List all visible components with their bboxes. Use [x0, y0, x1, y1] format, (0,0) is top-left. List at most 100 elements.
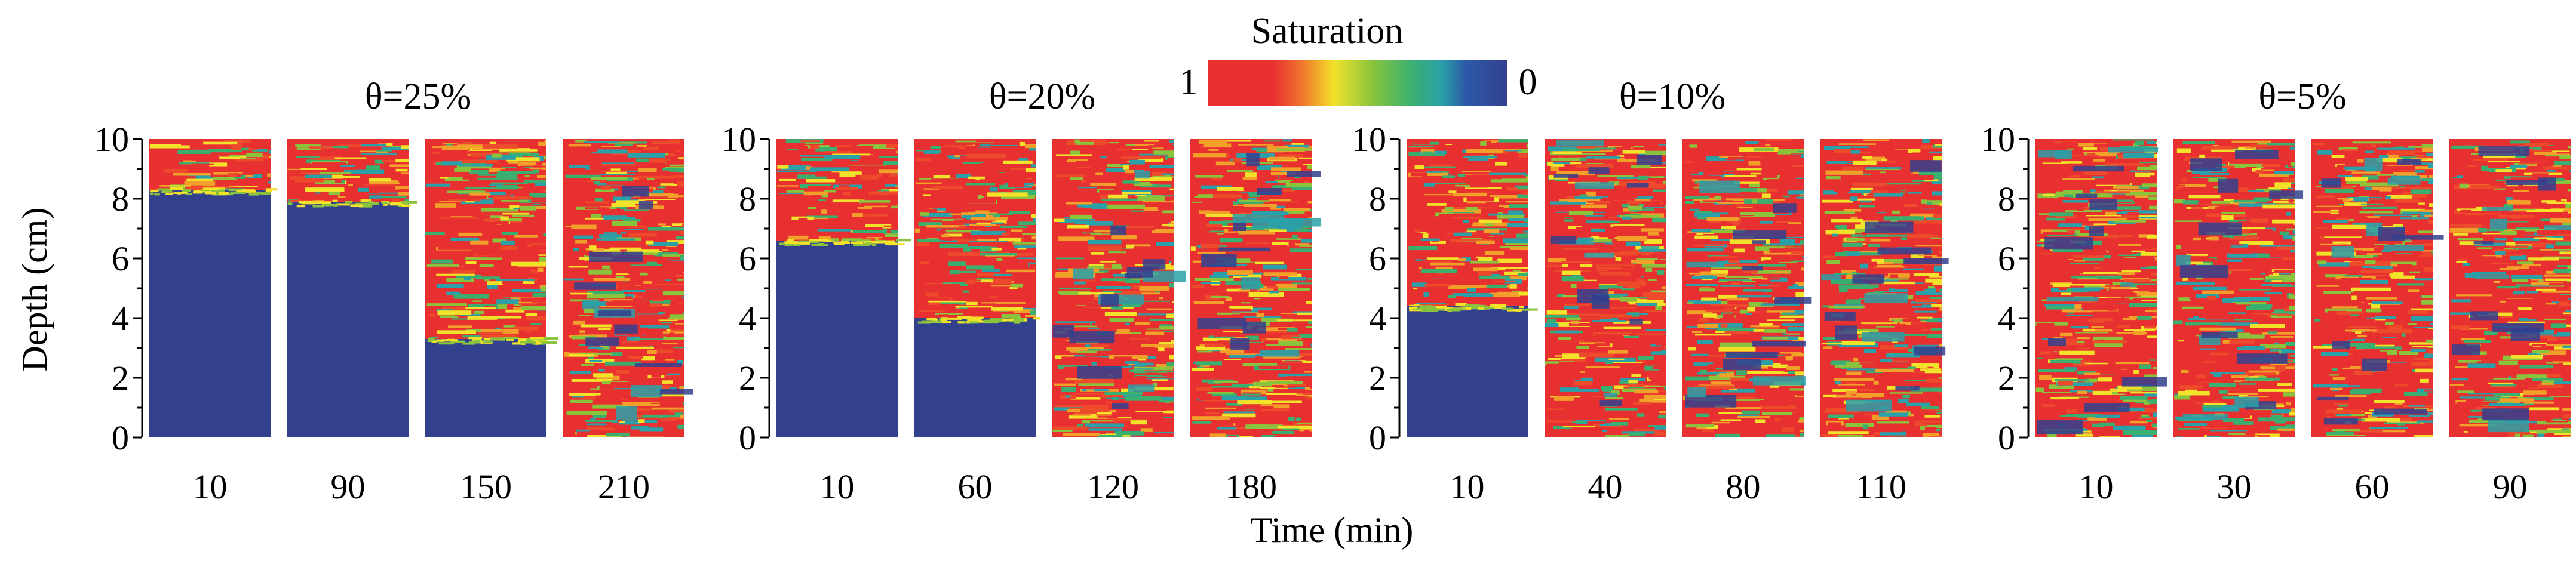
wetting-front: [391, 202, 403, 205]
saturation-streak: [1055, 321, 1096, 323]
saturation-streak: [579, 315, 591, 316]
y-tick-label: 6: [1998, 239, 2015, 278]
saturation-streak: [1265, 180, 1278, 183]
saturation-streak: [543, 233, 546, 236]
saturation-streak: [2277, 319, 2295, 321]
saturation-streak: [1736, 180, 1760, 183]
saturation-streak: [426, 264, 459, 267]
saturation-streak: [1102, 144, 1112, 146]
saturation-streak: [1285, 183, 1312, 187]
saturation-streak: [1566, 196, 1575, 199]
saturation-streak: [673, 325, 684, 328]
saturation-streak: [1490, 149, 1528, 151]
saturation-streak: [951, 180, 969, 183]
saturation-streak: [1223, 331, 1247, 333]
saturation-streak: [1134, 375, 1167, 377]
saturation-streak: [593, 196, 612, 199]
saturation-streak: [1629, 386, 1644, 389]
saturation-streak: [1033, 252, 1036, 255]
saturation-streak: [996, 258, 1003, 261]
wetting-front: [532, 340, 539, 343]
saturation-streak: [1133, 366, 1173, 371]
saturation-streak: [369, 178, 391, 182]
saturation-streak: [1719, 373, 1734, 378]
saturation-streak: [1524, 174, 1528, 177]
saturation-streak: [999, 184, 1015, 189]
saturation-streak: [1799, 385, 1804, 390]
saturation-streak: [539, 257, 546, 262]
saturation-streak: [2092, 340, 2127, 344]
saturation-streak: [1271, 185, 1298, 189]
time-tick-label: 80: [1726, 467, 1761, 506]
saturation-streak: [1287, 328, 1298, 332]
saturation-streak: [1284, 412, 1312, 415]
saturation-streak: [1169, 401, 1174, 403]
saturation-streak: [815, 172, 840, 177]
saturation-streak: [2264, 292, 2282, 294]
saturation-streak: [1703, 200, 1733, 202]
saturation-streak: [1563, 303, 1591, 306]
saturation-streak: [2084, 284, 2110, 288]
saturation-streak: [1169, 139, 1174, 143]
saturation-streak: [1279, 201, 1299, 202]
saturation-streak: [1411, 159, 1435, 163]
saturation-streak: [2086, 215, 2121, 217]
saturation-streak: [290, 159, 307, 164]
saturation-streak: [1172, 301, 1174, 303]
saturation-streak: [2226, 304, 2233, 309]
saturation-streak: [1425, 274, 1440, 279]
saturation-streak: [1903, 295, 1914, 300]
saturation-streak: [1130, 246, 1164, 251]
saturation-streak: [1241, 302, 1251, 304]
saturation-streak: [1908, 433, 1918, 437]
saturation-streak: [2105, 163, 2145, 166]
saturation-streak: [1603, 279, 1619, 282]
saturation-streak: [849, 152, 885, 155]
saturation-streak: [1733, 248, 1745, 253]
group-title-0: θ=25%: [365, 76, 471, 117]
saturation-streak: [1527, 289, 1528, 293]
saturation-streak: [856, 171, 876, 176]
saturation-streak: [1476, 288, 1512, 292]
saturation-streak: [1077, 172, 1096, 175]
saturation-streak: [2179, 358, 2200, 362]
saturation-streak: [315, 180, 336, 184]
saturation-streak: [864, 196, 898, 199]
saturation-streak: [340, 165, 355, 167]
saturation-streak: [1119, 372, 1134, 375]
saturation-streak: [1909, 213, 1935, 218]
saturation-streak: [797, 174, 827, 179]
saturation-streak: [485, 215, 504, 219]
saturation-streak: [1166, 375, 1174, 379]
saturation-streak: [2139, 364, 2151, 369]
saturation-streak: [1570, 162, 1582, 165]
saturation-streak: [1157, 269, 1174, 272]
saturation-streak: [572, 267, 578, 273]
saturation-streak: [2108, 249, 2132, 255]
saturation-streak: [1894, 378, 1930, 382]
saturation-streak: [650, 402, 668, 405]
saturation-streak: [662, 254, 684, 257]
saturation-streak: [649, 303, 661, 307]
saturation-streak: [1910, 387, 1942, 392]
saturation-streak: [1198, 139, 1227, 144]
wetting-front: [836, 241, 851, 244]
saturation-streak: [538, 141, 546, 146]
saturation-streak: [650, 349, 673, 353]
saturation-streak: [1614, 198, 1636, 201]
saturation-streak: [1800, 433, 1804, 437]
saturation-streak: [848, 168, 875, 171]
saturation-streak: [524, 175, 530, 177]
saturation-streak: [2290, 249, 2295, 253]
saturation-streak: [825, 151, 852, 153]
saturation-streak: [1517, 185, 1528, 190]
saturation-streak: [1568, 226, 1582, 229]
wetting-front: [1409, 309, 1424, 312]
saturation-streak: [447, 190, 486, 193]
saturation-streak: [1101, 198, 1141, 201]
saturation-streak: [452, 269, 475, 275]
saturation-streak: [1106, 401, 1112, 404]
saturation-streak: [323, 176, 360, 178]
saturation-streak: [1782, 427, 1795, 432]
saturation-streak: [1129, 338, 1150, 340]
